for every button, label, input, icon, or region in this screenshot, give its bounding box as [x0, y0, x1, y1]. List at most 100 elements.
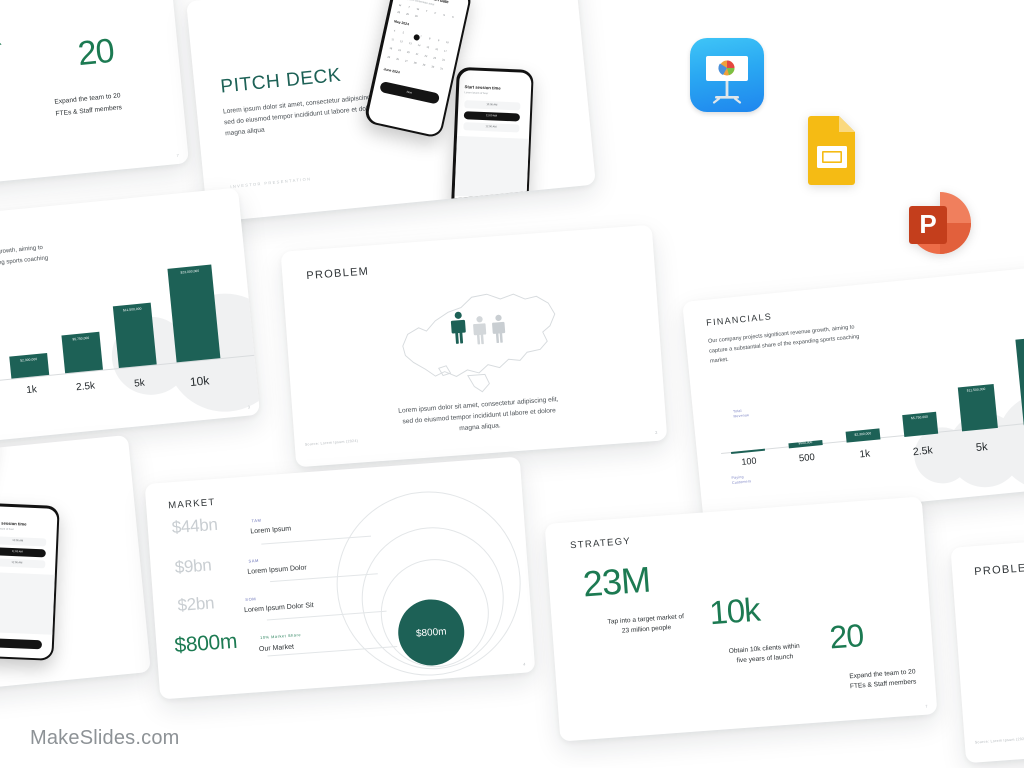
google-slides-icon[interactable]: [795, 112, 869, 186]
chart-bar-label: $2,300,000: [20, 356, 38, 363]
chart-bar-500: $500,000: [788, 440, 823, 449]
page-number: 7: [925, 703, 929, 709]
chart-bar-5k: $11,500,000: [112, 302, 157, 369]
phone-b2-slot-1-label: 10:00 AM: [12, 539, 24, 543]
problem-partial-source: Source: Lorem Ipsum (2024): [974, 736, 1024, 745]
site-wordmark: MakeSlides.com: [30, 727, 180, 749]
map-outline-icon: [402, 293, 556, 393]
strategy-partial-caption-b: nch: [0, 80, 53, 97]
slide-financials[interactable]: FINANCIALS Our company projects signific…: [682, 263, 1024, 523]
strategy-number-20: 20: [828, 617, 865, 656]
strategy-partial-number-10k: k: [0, 15, 1, 55]
person-icon-highlighted: [450, 311, 466, 344]
slide-market[interactable]: MARKET $800m $44bn TAM Lorem Ipsum $9bn …: [144, 456, 536, 700]
slide-financials-partial[interactable]: ue growth, aiming to nding sports coachi…: [0, 187, 261, 457]
pitch-deck-footer: INVESTOR PRESENTATION: [230, 176, 312, 190]
slide-phone-mockups[interactable]: Start session time Lorem ipsum of hour 1…: [0, 434, 151, 700]
pitch-deck-title: PITCH DECK: [219, 64, 343, 98]
slide-problem[interactable]: PROBLEM Lorem ipsum dolor sit amet, cons…: [280, 224, 668, 468]
phone-a-month-prev: May 2024: [393, 18, 410, 26]
chart-bar-label: $2,300,000: [854, 431, 872, 437]
page-number: 2: [655, 429, 658, 435]
market-tag-sam: SAM: [248, 557, 260, 564]
phone-mockup-session-time-2: Start session time Lorem ipsum of hour 1…: [0, 502, 60, 661]
phone-b-sub: Lorem ipsum of hour: [464, 90, 489, 95]
phone-b2-slot-1[interactable]: 10:00 AM: [0, 535, 46, 546]
chart-bar-1k: $2,300,000: [9, 352, 50, 379]
phone-a-sub: Lorem ipsum consectetur amet: [399, 0, 435, 6]
svg-text:P: P: [919, 209, 936, 239]
chart-bar-label: $5,750,000: [72, 335, 90, 342]
market-tag-som: SOM: [245, 596, 257, 602]
strategy-title: STRATEGY: [569, 535, 632, 552]
app-icon-row: P: [690, 38, 990, 254]
phone-b2-sub: Lorem ipsum of hour: [0, 526, 15, 531]
chart-bar-100: $100,000: [730, 446, 766, 454]
market-title: MARKET: [167, 496, 216, 512]
chart-y-axis-label: Total Revenue: [732, 408, 750, 419]
market-desc-som: Lorem Ipsum Dolor Sit: [243, 602, 314, 615]
phone-b2-cta[interactable]: [0, 637, 42, 649]
phone-b-slot-2-label: 11:00 AM: [485, 114, 497, 118]
problem-partial-title: PROBLEM: [973, 561, 1024, 579]
market-value-som: $2bn: [176, 593, 215, 615]
market-tag-our: 10% Market Share: [260, 633, 302, 641]
chart-category-500: 500: [798, 451, 816, 465]
pitch-deck-body-line-3: magna aliqua: [224, 126, 265, 138]
phone-b-slot-1-label: 10:00 AM: [486, 103, 498, 107]
person-icon-muted: [473, 316, 487, 345]
chart-bar-2-5k: $5,750,000: [61, 331, 103, 374]
slide-strategy-partial[interactable]: k s within nch 20 Expand the team to 20 …: [0, 0, 190, 193]
financials-title: FINANCIALS: [705, 311, 773, 328]
phone-b2-slot-3[interactable]: 12:00 AM: [0, 557, 45, 568]
phone-b-slot-1[interactable]: 10:00 AM: [463, 99, 521, 111]
strategy-number-10k: 10k: [708, 590, 761, 632]
phone-a-month-next: June 2024: [383, 66, 401, 75]
chart-bar-1k: $2,300,000: [845, 428, 881, 443]
chart-bar-label: $11,500,000: [966, 386, 986, 393]
chart-x-axis-label: Paying Customers: [731, 474, 752, 486]
chart-bar-label: $500,000: [798, 440, 813, 446]
chart-bar-label: $100,000: [740, 445, 755, 452]
slide-strategy[interactable]: STRATEGY 23M Tap into a target market of…: [544, 496, 938, 742]
apple-keynote-icon[interactable]: [690, 38, 764, 112]
chart-bar-label: $23,000,000: [1016, 338, 1024, 346]
market-desc-tam: Lorem Ipsum: [250, 525, 292, 536]
chart-bar-5k: $11,500,000: [957, 384, 998, 432]
market-value-tam: $44bn: [171, 514, 219, 538]
chart-bar-label: $23,000,000: [180, 268, 200, 275]
chart-category-1k: 1k: [859, 448, 871, 461]
page-number: 7: [176, 152, 180, 159]
chart-category-1k: 1k: [25, 384, 38, 397]
chart-bar-label: $11,500,000: [122, 306, 142, 313]
strategy-partial-number-20: 20: [76, 31, 116, 74]
phone-a-next-label: Next: [406, 90, 413, 95]
market-value-sam: $9bn: [174, 555, 213, 578]
phone-b2-slot-2[interactable]: 11:00 AM: [0, 546, 46, 557]
financials-body-line-3: market.: [709, 356, 729, 365]
chart-bar-label: $5,750,000: [910, 414, 929, 421]
chart-category-100: 100: [741, 455, 757, 467]
market-desc-our: Our Market: [258, 643, 295, 654]
page-number: 3: [247, 404, 251, 410]
phone-mockup-session-time: Start session time Lorem ipsum of hour 1…: [450, 66, 534, 223]
phone-b-cta[interactable]: [459, 201, 516, 213]
slide-pitch-deck[interactable]: PITCH DECK Lorem ipsum dolor sit amet, c…: [186, 0, 596, 223]
phone-b-slot-2[interactable]: 11:00 AM: [463, 110, 520, 121]
phone-b-slot-3[interactable]: 12:00 AM: [462, 121, 520, 132]
market-tag-tam: TAM: [251, 517, 262, 524]
problem-title: PROBLEM: [305, 265, 370, 283]
market-value-our: $800m: [173, 629, 238, 658]
chart-category-2-5k: 2.5k: [75, 380, 96, 394]
phone-b-title: Start session time: [464, 83, 501, 91]
market-desc-sam: Lorem Ipsum Dolor: [247, 564, 307, 576]
phone-a-next-button[interactable]: Next: [378, 80, 440, 104]
page-number: 4: [523, 661, 526, 667]
chart-bar-2-5k: $5,750,000: [902, 411, 939, 438]
slide-problem-partial[interactable]: PROBLEM Source: Lorem Ipsum (2024): [950, 528, 1024, 764]
phone-b2-title: Start session time: [0, 520, 27, 527]
phone-b2-slot-3-label: 12:00 AM: [11, 561, 23, 565]
microsoft-powerpoint-icon[interactable]: P: [900, 186, 974, 260]
strategy-number-23m: 23M: [581, 558, 652, 605]
